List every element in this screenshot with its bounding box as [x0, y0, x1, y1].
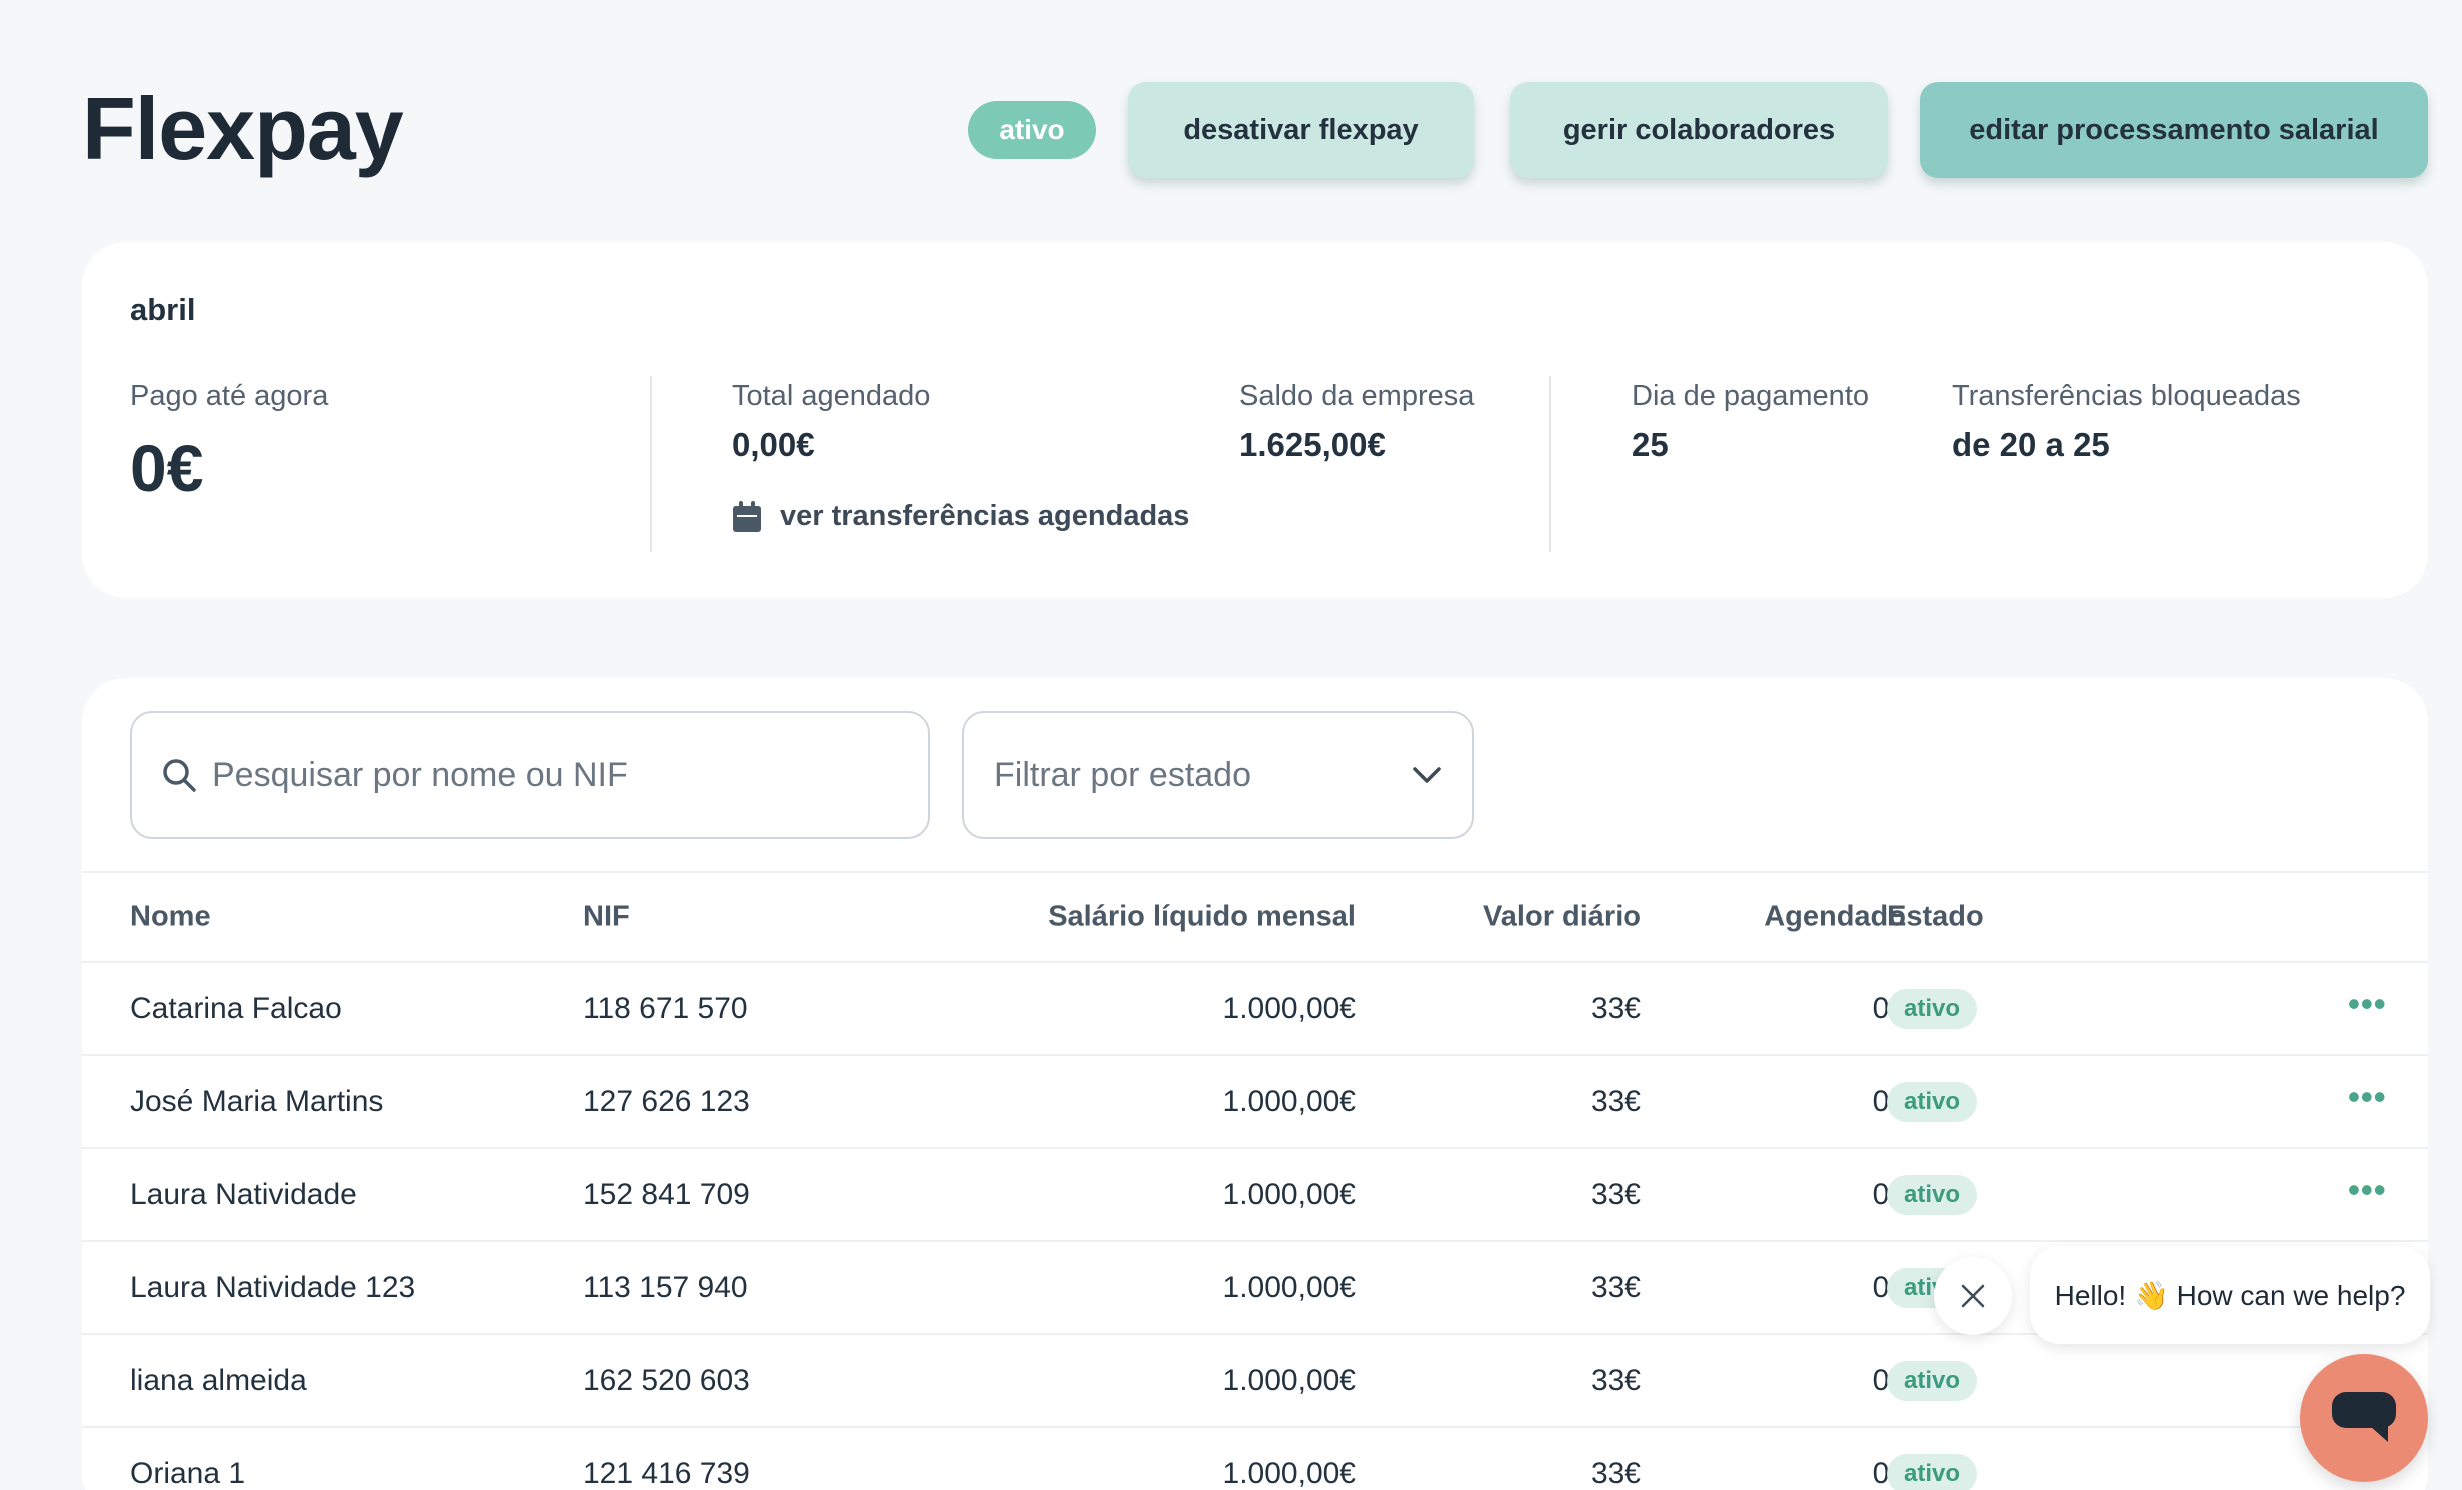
- row-name: liana almeida: [130, 1363, 307, 1397]
- column-scheduled: Agendado: [1764, 900, 1906, 933]
- collaborators-card: Filtrar por estado Nome NIF Salário líqu…: [82, 678, 2428, 1490]
- chat-greeting-bubble[interactable]: Hello! 👋 How can we help?: [2030, 1246, 2430, 1344]
- row-salary: 1.000,00€: [1222, 1084, 1356, 1118]
- row-salary: 1.000,00€: [1222, 1177, 1356, 1211]
- table-row[interactable]: José Maria Martins 127 626 123 1.000,00€…: [82, 1056, 2428, 1149]
- scheduled-label: Total agendado: [732, 380, 931, 412]
- table-row[interactable]: Catarina Falcao 118 671 570 1.000,00€ 33…: [82, 963, 2428, 1056]
- row-salary: 1.000,00€: [1222, 1270, 1356, 1304]
- close-icon: [1961, 1284, 1985, 1308]
- column-salary: Salário líquido mensal: [1048, 900, 1356, 933]
- summary-card: abril Pago até agora 0€ Total agendado 0…: [82, 242, 2428, 598]
- more-options-icon[interactable]: •••: [2348, 1171, 2387, 1210]
- row-daily: 33€: [1590, 1177, 1641, 1211]
- row-name: Catarina Falcao: [130, 991, 342, 1025]
- row-name: José Maria Martins: [130, 1084, 384, 1118]
- row-name: Laura Natividade: [130, 1177, 357, 1211]
- row-status-badge: ativo: [1887, 1360, 1977, 1401]
- table-header: Nome NIF Salário líquido mensal Valor di…: [82, 871, 2428, 963]
- row-nif: 162 520 603: [583, 1363, 750, 1397]
- column-status: Estado: [1887, 900, 1984, 933]
- search-box[interactable]: [130, 711, 930, 839]
- manage-collaborators-button[interactable]: gerir colaboradores: [1510, 82, 1888, 178]
- chat-icon: [2332, 1392, 2396, 1442]
- search-icon: [163, 759, 196, 792]
- scheduled-value: 0,00€: [732, 426, 815, 463]
- status-filter-select[interactable]: Filtrar por estado: [962, 711, 1474, 839]
- status-badge: ativo: [968, 101, 1096, 159]
- blocked-transfers-value: de 20 a 25: [1952, 426, 2110, 463]
- row-status-badge: ativo: [1887, 1081, 1977, 1122]
- row-nif: 121 416 739: [583, 1456, 750, 1490]
- payday-value: 25: [1632, 426, 1669, 463]
- table-row[interactable]: liana almeida 162 520 603 1.000,00€ 33€ …: [82, 1335, 2428, 1428]
- row-daily: 33€: [1590, 1363, 1641, 1397]
- status-filter-placeholder: Filtrar por estado: [994, 755, 1251, 794]
- row-daily: 33€: [1590, 1270, 1641, 1304]
- row-nif: 127 626 123: [583, 1084, 750, 1118]
- paid-value: 0€: [130, 431, 204, 505]
- more-options-icon[interactable]: •••: [2348, 985, 2387, 1024]
- page-title: Flexpay: [82, 79, 404, 178]
- chat-launcher-button[interactable]: [2300, 1354, 2428, 1482]
- row-salary: 1.000,00€: [1222, 1363, 1356, 1397]
- divider: [650, 376, 652, 552]
- row-nif: 113 157 940: [583, 1270, 748, 1304]
- table-row[interactable]: Laura Natividade 152 841 709 1.000,00€ 3…: [82, 1149, 2428, 1242]
- row-status-badge: ativo: [1887, 988, 1977, 1029]
- row-status-badge: ativo: [1887, 1453, 1977, 1490]
- edit-payroll-button[interactable]: editar processamento salarial: [1920, 82, 2428, 178]
- divider: [1549, 376, 1551, 552]
- column-name: Nome: [130, 900, 211, 933]
- more-options-icon[interactable]: •••: [2348, 1078, 2387, 1117]
- deactivate-flexpay-button[interactable]: desativar flexpay: [1128, 82, 1474, 178]
- table-row[interactable]: Oriana 1 121 416 739 1.000,00€ 33€ 0€ at…: [82, 1428, 2428, 1490]
- balance-label: Saldo da empresa: [1239, 380, 1475, 412]
- calendar-icon: [733, 500, 761, 532]
- row-daily: 33€: [1590, 991, 1641, 1025]
- month-label: abril: [130, 292, 196, 327]
- row-status-badge: ativo: [1887, 1174, 1977, 1215]
- column-daily: Valor diário: [1483, 900, 1641, 933]
- row-salary: 1.000,00€: [1222, 1456, 1356, 1490]
- column-nif: NIF: [583, 900, 630, 933]
- row-name: Laura Natividade 123: [130, 1270, 416, 1304]
- chevron-down-icon: [1413, 767, 1441, 783]
- table-row[interactable]: Laura Natividade 123 113 157 940 1.000,0…: [82, 1242, 2428, 1335]
- view-scheduled-transfers-link[interactable]: ver transferências agendadas: [732, 500, 1189, 533]
- payday-label: Dia de pagamento: [1632, 380, 1869, 412]
- paid-label: Pago até agora: [130, 380, 329, 412]
- row-salary: 1.000,00€: [1222, 991, 1356, 1025]
- row-name: Oriana 1: [130, 1456, 246, 1490]
- row-nif: 152 841 709: [583, 1177, 750, 1211]
- chat-close-button[interactable]: [1934, 1257, 2012, 1335]
- search-input[interactable]: [212, 755, 812, 795]
- row-daily: 33€: [1590, 1456, 1641, 1490]
- blocked-transfers-label: Transferências bloqueadas: [1952, 380, 2301, 412]
- balance-value: 1.625,00€: [1239, 426, 1386, 463]
- view-scheduled-transfers-label: ver transferências agendadas: [780, 500, 1190, 532]
- row-nif: 118 671 570: [583, 991, 748, 1025]
- row-daily: 33€: [1590, 1084, 1641, 1118]
